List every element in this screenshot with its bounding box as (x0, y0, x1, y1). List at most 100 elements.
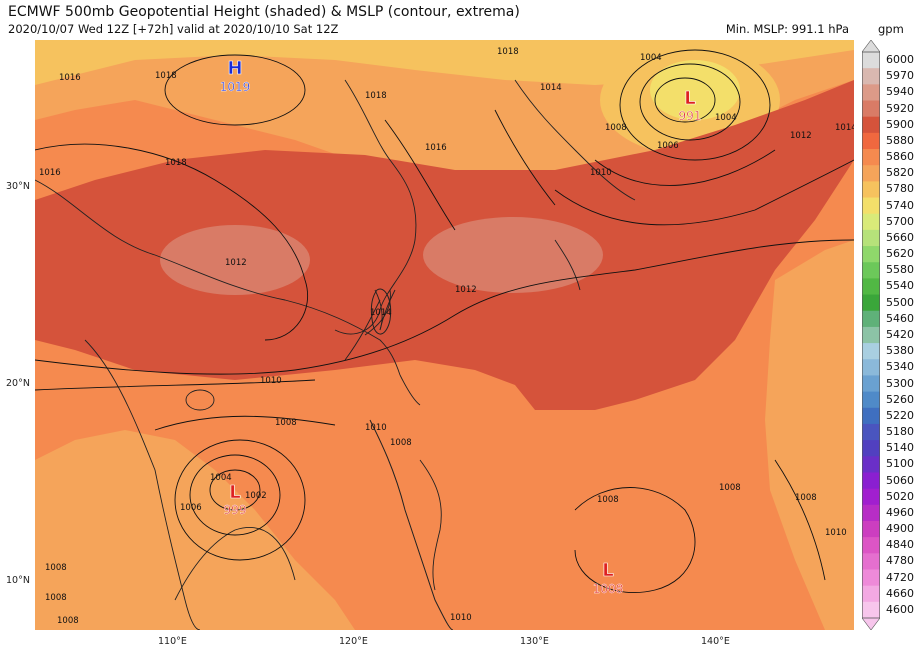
colorbar-swatch (862, 585, 880, 603)
isobar-1006 (594, 149, 776, 186)
isobar-label: 1006 (657, 141, 679, 151)
colorbar-swatch (862, 116, 880, 134)
colorbar-swatch (862, 407, 880, 425)
isobar-label: 1008 (275, 418, 297, 428)
colorbar-level-label: 5620 (886, 247, 914, 261)
colorbar-level-label: 6000 (886, 53, 914, 67)
height-fill-5820-southwest (35, 430, 355, 630)
colorbar-level-label: 5900 (886, 117, 914, 131)
colorbar-swatch (862, 456, 880, 473)
colorbar-level-label: 4840 (886, 538, 914, 552)
colorbar-frame (862, 51, 880, 619)
colorbar-level-label: 5860 (886, 150, 914, 164)
colorbar-swatch (862, 310, 880, 328)
isobar-label: 1008 (57, 616, 79, 626)
low-marker-letter: L (602, 560, 613, 581)
colorbar-level-label: 5380 (886, 344, 914, 358)
colorbar-swatch (862, 262, 880, 279)
height-fill-5820-east (765, 240, 854, 630)
isobar-label: 1010 (590, 168, 612, 178)
colorbar-level-label: 5970 (886, 69, 914, 83)
colorbar-swatch (862, 100, 880, 118)
colorbar-level-label: 5100 (886, 457, 914, 471)
colorbar-swatch (862, 472, 880, 490)
low-marker-letter: L (684, 88, 695, 109)
isobar-label: 1018 (365, 91, 387, 101)
pressure-extrema: H 1019 L 991 L 999 L 1008 (220, 58, 702, 597)
colorbar-min-arrow (862, 617, 880, 630)
high-marker-letter: H (227, 58, 242, 79)
colorbar-swatch (862, 520, 880, 538)
low-marker-value: 991 (679, 109, 702, 123)
isobar-1010-east (774, 459, 826, 581)
isobar-1008-east (574, 487, 696, 594)
colorbar-level-label: 5180 (886, 425, 914, 439)
colorbar-level-label: 5780 (886, 182, 914, 196)
isobar-label: 1008 (45, 593, 67, 603)
min-mslp-readout: Min. MSLP: 991.1 hPa (725, 22, 849, 36)
colorbar-level-label: 5740 (886, 198, 914, 212)
isobar-1006-low (174, 439, 306, 561)
isobar-label: 1016 (59, 73, 81, 83)
colorbar-level-label: 5580 (886, 263, 914, 277)
isobar-1018-high (164, 54, 306, 126)
colorbar-swatch (862, 278, 880, 296)
colorbar-swatch (862, 326, 880, 344)
isobar-label: 1016 (425, 143, 447, 153)
colorbar-max-arrow (862, 40, 880, 53)
colorbar-level-label: 5220 (886, 408, 914, 422)
lon-label: 120°E (339, 636, 368, 647)
colorbar-swatch (862, 423, 880, 441)
height-fill-5900-west (160, 225, 310, 295)
colorbar-level-label: 5340 (886, 360, 914, 374)
isobar-label: 1008 (605, 123, 627, 133)
isobar-label: 1012 (455, 285, 477, 295)
colorbar-swatch (862, 504, 880, 522)
colorbar-swatch (862, 213, 880, 231)
isobar-998 (654, 77, 716, 123)
colorbar-swatch (862, 391, 880, 409)
map-canvas: 1016 1018 1018 1018 1016 1018 1016 1014 … (35, 40, 854, 630)
isobar-1016 (35, 143, 309, 341)
high-marker-value: 1019 (220, 80, 251, 94)
colorbar-swatch (862, 488, 880, 506)
colorbar-level-label: 4900 (886, 522, 914, 536)
isobar-label: 1006 (180, 503, 202, 513)
chart-subtitle: 2020/10/07 Wed 12Z [+72h] valid at 2020/… (8, 22, 339, 36)
isobar-1004-low (189, 454, 281, 536)
isobar-label: 1014 (540, 83, 562, 93)
colorbar-level-label: 5660 (886, 230, 914, 244)
weather-map: 1016 1018 1018 1018 1016 1018 1016 1014 … (35, 40, 854, 630)
colorbar-level-label: 4960 (886, 505, 914, 519)
low-marker-letter: L (229, 482, 240, 503)
colorbar-level-label: 5940 (886, 85, 914, 99)
isobar-1004 (619, 49, 771, 161)
colorbar-swatch (862, 165, 880, 182)
coastlines (35, 79, 636, 630)
isobar-label: 1002 (245, 491, 267, 501)
isobar-1002 (639, 63, 741, 141)
chart-title: ECMWF 500mb Geopotential Height (shaded)… (8, 4, 520, 20)
lat-label: 30°N (6, 181, 30, 192)
colorbar-swatch (862, 537, 880, 554)
colorbar-swatch (862, 197, 880, 215)
colorbar-level-label: 5920 (886, 101, 914, 115)
colorbar-swatch (862, 601, 880, 619)
isobar-label: 1008 (597, 495, 619, 505)
colorbar-level-label: 4720 (886, 570, 914, 584)
isobar-label: 1018 (165, 158, 187, 168)
taiwan-outline (370, 288, 392, 335)
colorbar-swatch (862, 132, 880, 150)
isobar-label: 1004 (715, 113, 737, 123)
colorbar-swatch (862, 553, 880, 570)
colorbar-level-label: 5820 (886, 166, 914, 180)
height-fill-5900-east (423, 217, 603, 293)
hainan-outline (185, 389, 215, 411)
philippines-east-outline (419, 459, 442, 591)
isobar-label: 1018 (497, 47, 519, 57)
colorbar-level-label: 4600 (886, 602, 914, 616)
isobar-1010 (35, 379, 316, 391)
isobar-labels: 1016 1018 1018 1018 1016 1018 1016 1014 … (39, 47, 854, 626)
lat-label: 20°N (6, 378, 30, 389)
colorbar-swatch (862, 52, 880, 69)
